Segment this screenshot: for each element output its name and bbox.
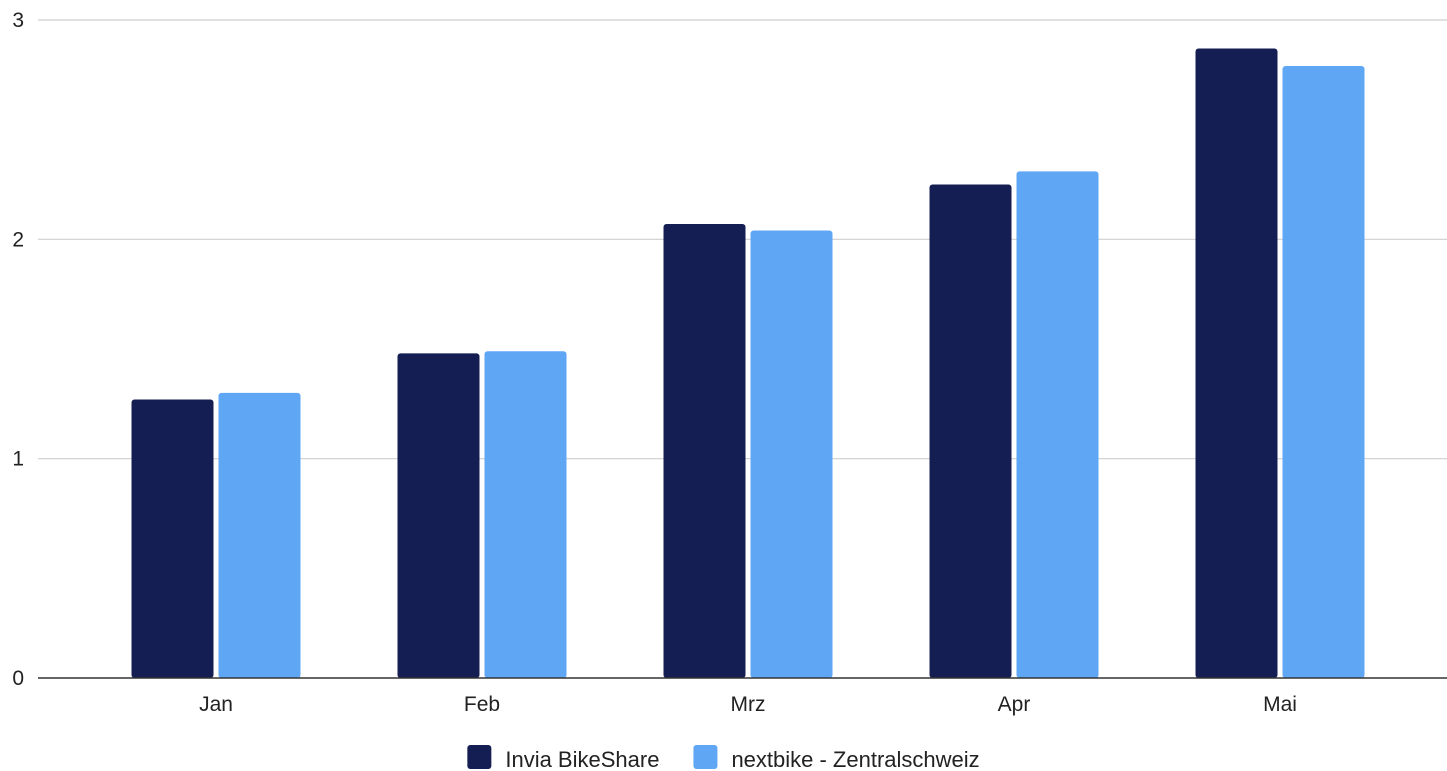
bar-jan-series-1 bbox=[131, 399, 214, 678]
legend-label-series-2: nextbike - Zentralschweiz bbox=[731, 747, 979, 771]
y-tick-label: 0 bbox=[12, 667, 24, 690]
legend-swatch-series-1 bbox=[467, 745, 492, 769]
y-tick-label: 3 bbox=[12, 9, 24, 32]
y-tick-label: 1 bbox=[12, 448, 24, 471]
x-tick-label-mrz: Mrz bbox=[731, 693, 766, 716]
x-tick-label-jan: Jan bbox=[199, 693, 233, 716]
bar-feb-series-1 bbox=[397, 353, 480, 678]
x-tick-label-mai: Mai bbox=[1263, 693, 1297, 716]
bar-feb-series-2 bbox=[484, 351, 567, 678]
legend-swatch-series-2 bbox=[693, 745, 718, 769]
bar-mrz-series-1 bbox=[663, 223, 746, 679]
y-axis-ticks: 0 1 2 3 bbox=[12, 9, 24, 690]
x-tick-label-apr: Apr bbox=[998, 693, 1031, 716]
bars bbox=[131, 48, 1365, 679]
bar-apr-series-2 bbox=[1016, 171, 1099, 678]
y-tick-label: 2 bbox=[12, 228, 24, 251]
x-axis-ticks: Jan Feb Mrz Apr Mai bbox=[199, 693, 1297, 716]
bar-apr-series-1 bbox=[929, 184, 1012, 678]
bar-jan-series-2 bbox=[218, 392, 301, 678]
bar-mrz-series-2 bbox=[750, 230, 833, 678]
legend: Invia BikeShare nextbike - Zentralschweiz bbox=[467, 745, 980, 771]
x-tick-label-feb: Feb bbox=[464, 693, 500, 716]
bar-mai-series-2 bbox=[1282, 66, 1365, 678]
legend-label-series-1: Invia BikeShare bbox=[505, 747, 659, 771]
bar-mai-series-1 bbox=[1195, 48, 1278, 679]
